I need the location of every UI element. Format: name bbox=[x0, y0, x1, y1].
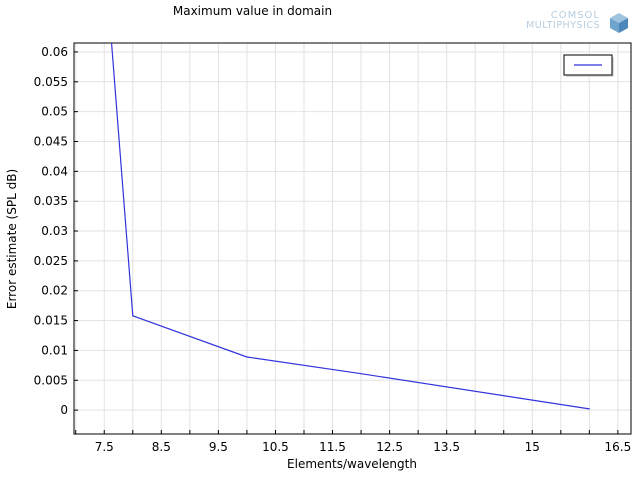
data-point bbox=[132, 315, 134, 317]
x-tick-label: 10.5 bbox=[262, 440, 289, 454]
series-line bbox=[110, 43, 590, 410]
x-tick-label: 11.5 bbox=[319, 440, 346, 454]
x-tick-label: 7.5 bbox=[95, 440, 114, 454]
x-axis-label: Elements/wavelength bbox=[287, 457, 417, 471]
cube-logo-icon bbox=[610, 13, 628, 33]
logo-text-line2: MULTIPHYSICS bbox=[526, 20, 600, 31]
y-tick-label: 0.06 bbox=[41, 45, 68, 59]
y-tick-label: 0.015 bbox=[34, 314, 68, 328]
y-axis-label: Error estimate (SPL dB) bbox=[5, 169, 19, 309]
y-tick-label: 0.025 bbox=[34, 254, 68, 268]
data-point bbox=[246, 356, 248, 358]
data-point bbox=[588, 408, 590, 410]
x-tick-label: 12.5 bbox=[376, 440, 403, 454]
x-tick-label: 15 bbox=[525, 440, 540, 454]
y-tick-label: 0.02 bbox=[41, 284, 68, 298]
x-tick-label: 8.5 bbox=[152, 440, 171, 454]
y-tick-label: 0.03 bbox=[41, 224, 68, 238]
y-axis-ticks: 0 0.005 0.01 0.015 0.02 0.025 0.03 0.035 0.04 0.0… bbox=[34, 45, 78, 417]
comsol-logo: COMSOL MULTIPHYSICS bbox=[510, 10, 630, 36]
y-tick-label: 0.05 bbox=[41, 105, 68, 119]
data-point bbox=[360, 373, 362, 375]
x-tick-label: 13.5 bbox=[433, 440, 460, 454]
x-tick-label: 9.5 bbox=[209, 440, 228, 454]
y-tick-label: 0.045 bbox=[34, 134, 68, 148]
y-tick-label: 0.035 bbox=[34, 194, 68, 208]
y-tick-label: 0.01 bbox=[41, 343, 68, 357]
chart-title: Maximum value in domain bbox=[172, 4, 333, 18]
x-axis-ticks: 7.5 8.5 9.5 10.5 11.5 12.5 13.5 15 16.5 bbox=[75, 430, 632, 454]
series-group bbox=[110, 43, 590, 410]
y-tick-label: 0 bbox=[60, 403, 68, 417]
plot-area bbox=[73, 42, 632, 435]
x-tick-label: 16.5 bbox=[605, 440, 632, 454]
legend bbox=[563, 54, 614, 77]
y-tick-label: 0.04 bbox=[41, 164, 68, 178]
grid-lines bbox=[74, 43, 631, 434]
y-tick-label: 0.055 bbox=[34, 75, 68, 89]
logo-text-line1: COMSOL bbox=[550, 10, 600, 21]
y-tick-label: 0.005 bbox=[34, 373, 68, 387]
